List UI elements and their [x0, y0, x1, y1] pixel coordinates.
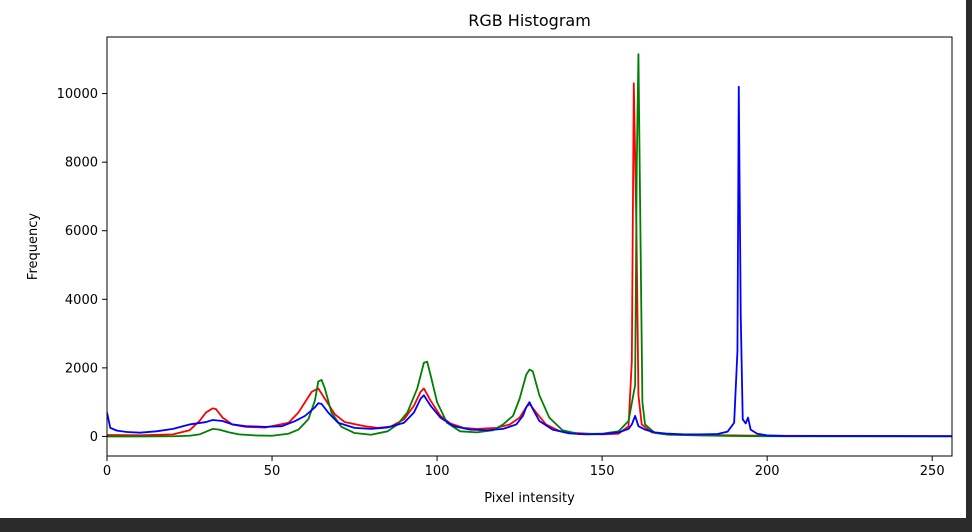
series-line-1: [107, 82, 952, 438]
series-line-3: [107, 85, 952, 438]
y-axis-ticks: 0 2000 4000 6000 8000 10000: [57, 87, 107, 445]
y-tick-label: 4000: [65, 293, 98, 308]
window-background: [0, 518, 972, 532]
y-tick-label: 8000: [65, 156, 98, 171]
window-edge: [966, 0, 972, 532]
x-tick-label: 100: [425, 464, 450, 479]
x-tick-label: 250: [920, 464, 945, 479]
y-tick-label: 6000: [65, 224, 98, 239]
x-tick-label: 0: [103, 464, 111, 479]
x-tick-label: 50: [264, 464, 281, 479]
chart-title: RGB Histogram: [468, 11, 591, 30]
x-tick-label: 150: [590, 464, 615, 479]
y-axis-label: Frequency: [26, 213, 41, 280]
plot-area-frame: [106, 36, 953, 457]
series-line-2: [107, 53, 952, 438]
x-axis-label: Pixel intensity: [484, 491, 575, 506]
x-axis-ticks: 0 50 100 150 200 250: [103, 456, 945, 479]
y-tick-label: 10000: [57, 87, 98, 102]
y-tick-label: 0: [90, 430, 98, 445]
x-tick-label: 200: [755, 464, 780, 479]
histogram-chart: RGB Histogram 0 50 100 150 200 250 0 2000 4000 6…: [26, 11, 953, 506]
y-tick-label: 2000: [65, 361, 98, 376]
